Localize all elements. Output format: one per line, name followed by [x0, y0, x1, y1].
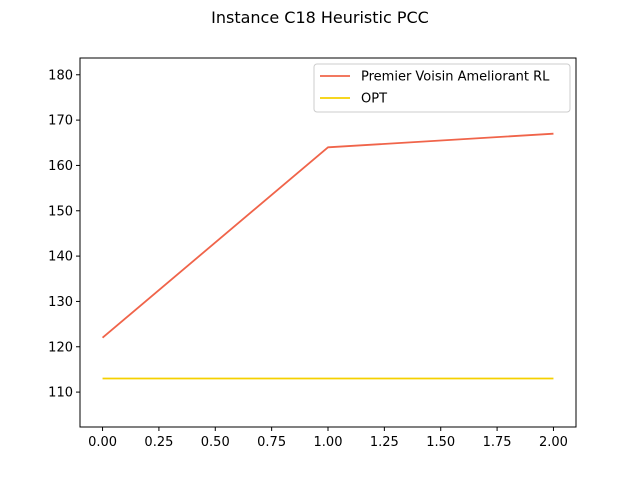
y-tick-label: 180	[48, 68, 73, 83]
x-tick-label: 0.75	[257, 435, 286, 450]
y-tick-label: 140	[48, 250, 73, 265]
legend-box	[313, 63, 571, 113]
x-tick-label: 2.00	[539, 435, 568, 450]
x-axis-ticks: 0.00 0.25 0.50 0.75 1.00 1.25 1.50 1.75 2.00	[88, 427, 568, 450]
legend-label-2: OPT	[361, 92, 387, 107]
x-tick-label: 1.00	[314, 435, 343, 450]
y-tick-label: 110	[48, 386, 73, 401]
y-tick-label: 160	[48, 159, 73, 174]
y-tick-label: 170	[48, 114, 73, 129]
series-line-1	[101, 132, 554, 339]
x-tick-label: 1.75	[483, 435, 512, 450]
y-axis-ticks: 110 120 130 140 150 160 170 180	[48, 68, 80, 401]
x-tick-label: 1.25	[370, 435, 399, 450]
y-tick-label: 130	[48, 295, 73, 310]
legend-label-1: Premier Voisin Ameliorant RL	[361, 70, 550, 85]
series-group	[101, 132, 554, 380]
x-tick-label: 0.50	[201, 435, 230, 450]
x-tick-label: 0.00	[88, 435, 117, 450]
x-tick-label: 1.50	[426, 435, 455, 450]
chart-title: Instance C18 Heuristic PCC	[211, 8, 429, 27]
y-tick-label: 120	[48, 340, 73, 355]
legend: Premier Voisin Ameliorant RL OPT	[313, 63, 571, 113]
x-tick-label: 0.25	[144, 435, 173, 450]
y-tick-label: 150	[48, 204, 73, 219]
